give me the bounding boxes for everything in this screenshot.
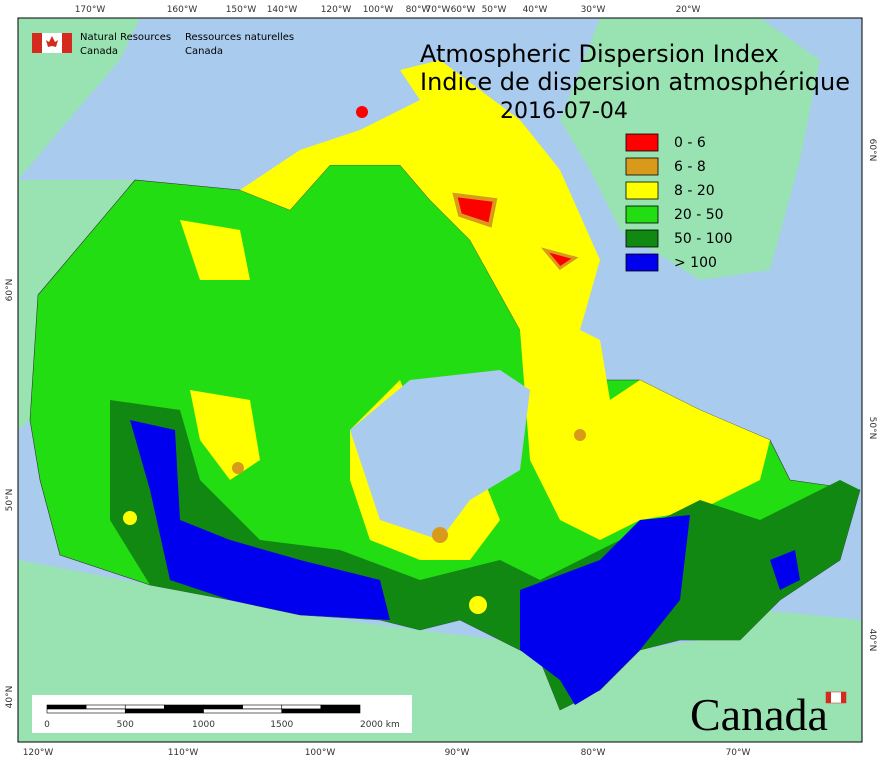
canada-wordmark: Canada (690, 689, 847, 740)
greenland (560, 18, 820, 280)
quebec-yellow (520, 320, 770, 540)
latitude-label: 40°N (5, 686, 15, 709)
scale-label: 1000 (192, 720, 215, 730)
maritime-blue (770, 550, 800, 590)
alaska-russia (18, 18, 140, 180)
legend-swatch (625, 229, 659, 248)
scale-bar: 0 500 1000 1500 2000 km (32, 695, 412, 733)
legend-label: 20 - 50 (674, 207, 724, 223)
legend-swatch (625, 181, 659, 200)
scale-segment (203, 704, 243, 710)
flag-bar (62, 33, 72, 53)
scale-segment (124, 704, 165, 710)
longitude-label: 60°W (451, 5, 476, 15)
longitude-label: 80°W (581, 748, 606, 758)
maple-leaf (46, 36, 58, 47)
yellow-patch (123, 511, 137, 525)
map-frame (17, 17, 863, 743)
legend-label: 0 - 6 (674, 135, 706, 151)
prairie-blue (130, 420, 390, 620)
latitude-label: 60°N (867, 139, 877, 162)
prairie-yellow (190, 390, 260, 480)
longitude-label: 70°W (726, 748, 751, 758)
yellow-patch (469, 596, 487, 614)
latitude-label: 50°N (5, 489, 15, 512)
southern-darkgreen (110, 400, 860, 710)
longitude-label: 110°W (168, 748, 199, 758)
scale-segment (124, 708, 204, 714)
legend-label: 6 - 8 (674, 159, 706, 175)
low-patch (574, 429, 586, 441)
legend-label: > 100 (674, 255, 717, 271)
scale-segment (203, 708, 283, 714)
longitude-label: 140°W (267, 5, 298, 15)
longitude-label: 90°W (445, 748, 470, 758)
legend-swatch (625, 205, 659, 224)
scale-segment (46, 704, 87, 710)
scale-label: 0 (44, 720, 50, 730)
agency-en: Natural Resources (80, 32, 171, 43)
longitude-label: 170°W (75, 5, 106, 15)
flag-bar (32, 33, 42, 53)
longitude-label: 120°W (321, 5, 352, 15)
wordmark-flag (841, 692, 846, 703)
agency-fr: Ressources naturelles (185, 32, 294, 43)
scale-label: 1500 (270, 720, 293, 730)
scale-segment (85, 704, 126, 710)
wordmark-flag (826, 692, 831, 703)
low-patch (452, 192, 498, 228)
scale-label: 500 (117, 720, 134, 730)
longitude-label: 160°W (167, 5, 198, 15)
title: Atmospheric Dispersion Index (420, 40, 779, 68)
hudson-bay (350, 370, 530, 540)
scale-segment (242, 704, 283, 710)
scale-segment (46, 708, 126, 714)
graticule-labels: 170°W 160°W 150°W 140°W 120°W 100°W 80°W70°W 60… (5, 5, 877, 758)
longitude-label: 120°W (23, 748, 54, 758)
low-patch (356, 106, 368, 118)
longitude-label: 30°W (581, 5, 606, 15)
agency-fr: Canada (185, 46, 223, 57)
latitude-label: 60°N (5, 279, 15, 302)
nwt-yellow (180, 220, 250, 280)
date: 2016-07-04 (500, 99, 628, 124)
wordmark: Canada (690, 689, 828, 740)
longitude-label: 70°W (426, 5, 451, 15)
scale-segment (281, 708, 361, 714)
longitude-label: 20°W (676, 5, 701, 15)
scale-segment (164, 704, 204, 710)
longitude-label: 100°W (305, 748, 336, 758)
map-body (17, 17, 863, 743)
legend-swatch (625, 253, 659, 272)
alaska (18, 180, 135, 430)
latitude-label: 50°N (867, 417, 877, 440)
scale-segment (281, 704, 322, 710)
latitude-label: 40°N (867, 629, 877, 652)
legend: 0 - 6 6 - 8 8 - 20 20 - 50 50 - 100 > 100 (625, 133, 733, 272)
scale-label: 2000 km (360, 720, 400, 730)
legend-label: 8 - 20 (674, 183, 715, 199)
agency-en: Canada (80, 46, 118, 57)
title: Indice de dispersion atmosphérique (420, 68, 850, 96)
longitude-label: 40°W (523, 5, 548, 15)
quebec-blue (520, 515, 690, 705)
scale-segment (320, 704, 361, 710)
low-patch (540, 247, 579, 270)
legend-swatch (625, 157, 659, 176)
scale-bg (32, 695, 412, 733)
legend-label: 50 - 100 (674, 231, 733, 247)
low-patch (232, 462, 244, 474)
nrcan-signature: Natural Resources Canada Ressources natu… (32, 32, 294, 57)
legend-swatch (625, 133, 659, 152)
longitude-label: 50°W (482, 5, 507, 15)
longitude-label: 150°W (226, 5, 257, 15)
low-patch (432, 527, 448, 543)
arctic-yellow (240, 60, 600, 360)
longitude-label: 80°W (406, 5, 431, 15)
longitude-label: 100°W (363, 5, 394, 15)
